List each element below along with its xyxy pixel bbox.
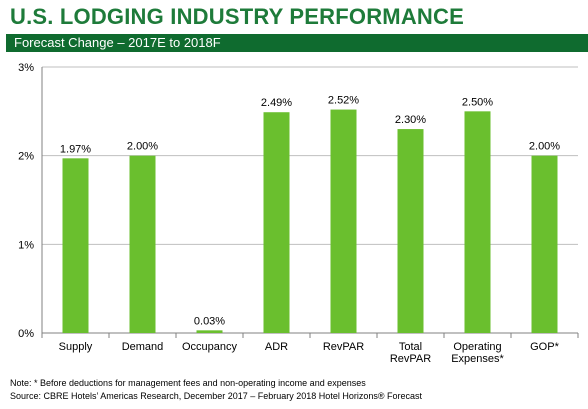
bar [129, 155, 156, 333]
bar [464, 111, 491, 333]
y-tick-label: 1% [18, 239, 34, 251]
x-tick-label: Demand [122, 341, 164, 353]
x-tick-label: Occupancy [182, 341, 238, 353]
footnote-source: Source: CBRE Hotels’ Americas Research, … [10, 391, 422, 401]
bar [263, 112, 290, 333]
x-tick-label: Supply [59, 341, 93, 353]
data-label: 0.03% [194, 315, 225, 327]
page-title: U.S. LODGING INDUSTRY PERFORMANCE [10, 4, 464, 29]
data-label: 2.49% [261, 97, 292, 109]
data-label: 2.30% [395, 114, 426, 126]
bar [62, 158, 89, 333]
bar [397, 129, 424, 333]
subtitle-band: Forecast Change – 2017E to 2018F [6, 34, 588, 52]
bar [531, 155, 558, 333]
chart-subtitle: Forecast Change – 2017E to 2018F [14, 35, 221, 50]
y-tick-label: 3% [18, 62, 34, 74]
x-tick-label: ADR [265, 341, 288, 353]
data-label: 1.97% [60, 143, 91, 155]
x-tick-label: Total RevPAR [390, 341, 431, 365]
data-label: 2.00% [127, 141, 158, 153]
x-tick-label: RevPAR [323, 341, 364, 353]
bar [330, 109, 357, 333]
footnote-note: Note: * Before deductions for management… [10, 378, 366, 388]
y-tick-label: 2% [18, 151, 34, 163]
data-label: 2.00% [529, 141, 560, 153]
data-label: 2.52% [328, 95, 359, 107]
x-tick-label: GOP* [530, 341, 559, 353]
data-label: 2.50% [462, 96, 493, 108]
x-tick-label: Operating Expenses* [451, 341, 504, 365]
y-tick-label: 0% [18, 328, 34, 340]
bar [196, 330, 223, 333]
